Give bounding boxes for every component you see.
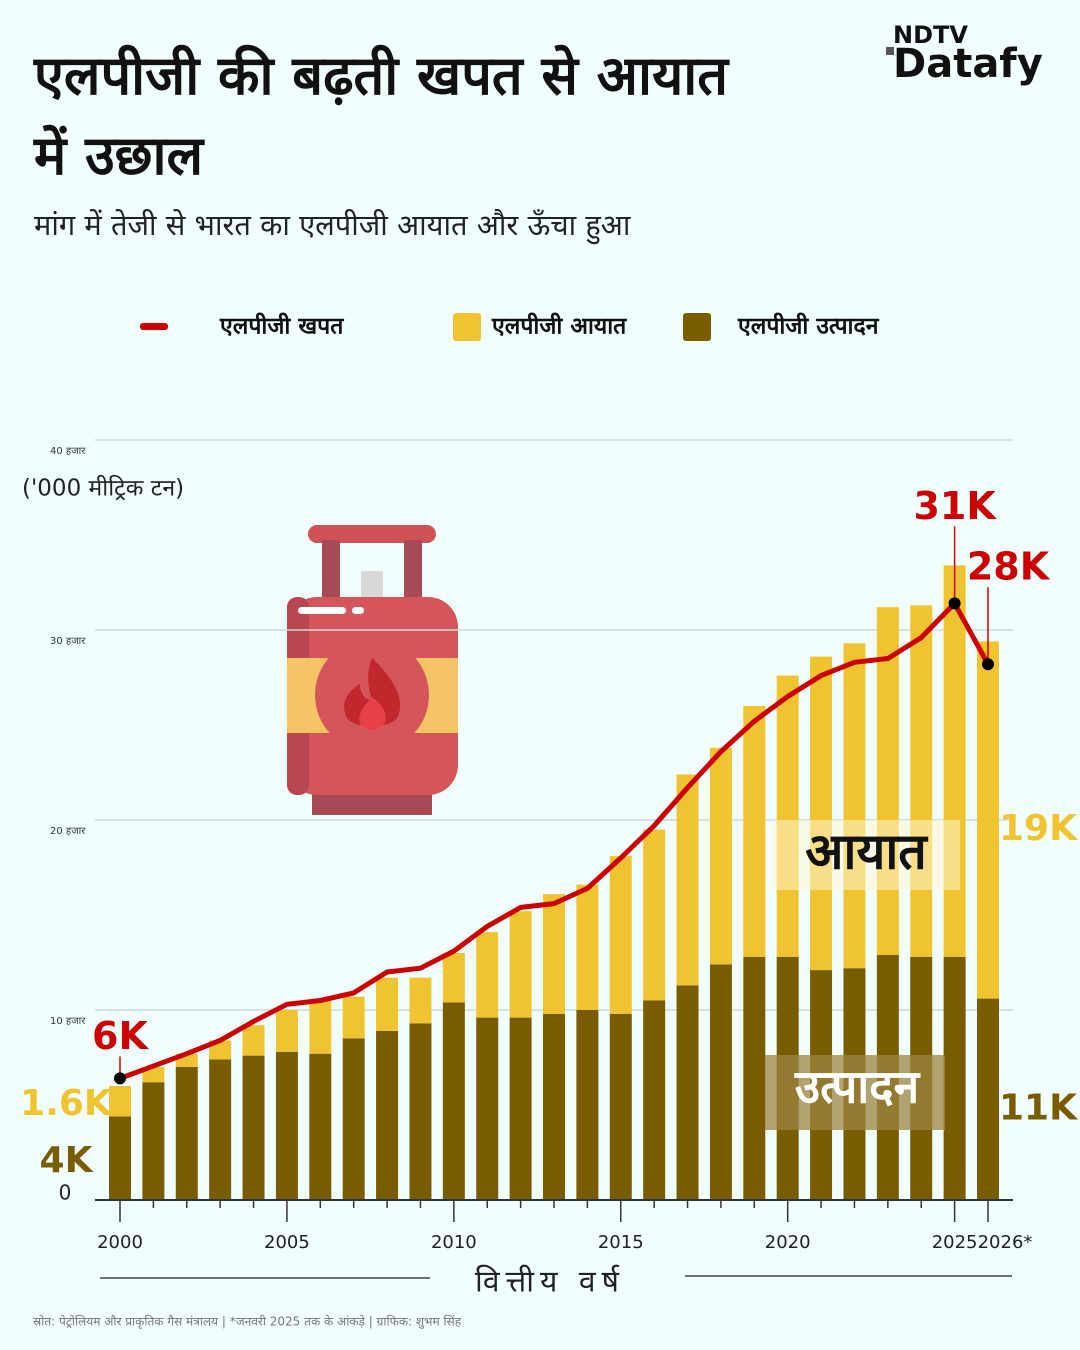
bar	[442, 1002, 465, 1200]
bar	[109, 1116, 131, 1200]
x-tick-label: 2026*	[978, 1232, 1033, 1253]
point	[114, 1072, 126, 1085]
cyl-handle	[308, 525, 436, 543]
bar	[142, 1067, 165, 1083]
x-axis-title: वित्तीय वर्ष	[475, 1265, 625, 1300]
bar	[242, 1025, 265, 1056]
value-label: 31K	[913, 484, 997, 528]
bar	[509, 911, 532, 1018]
legend-label: एलपीजी उत्पादन	[737, 312, 880, 340]
x-tick-label: 2025	[932, 1232, 978, 1253]
bar	[576, 1010, 599, 1200]
bar	[376, 977, 399, 1031]
y-tick-label: 10 हजार	[50, 1016, 86, 1027]
x-tick-label: 2010	[431, 1232, 477, 1253]
cyl-post	[322, 540, 340, 600]
annotation: आयात	[805, 823, 928, 881]
cyl-highlight	[352, 607, 364, 614]
value-label: 6K	[92, 1014, 149, 1058]
bar	[609, 856, 632, 1014]
bar	[209, 1059, 232, 1200]
cyl-flame-inner	[359, 697, 386, 730]
bar	[743, 706, 766, 957]
bar	[709, 964, 732, 1200]
bar	[275, 1010, 298, 1052]
bar	[776, 675, 799, 957]
bar	[442, 953, 465, 1003]
bar	[843, 643, 866, 969]
x-tick-label: 2015	[598, 1232, 644, 1253]
logo-datafy: Datafy	[893, 41, 1043, 87]
line	[119, 600, 991, 1081]
annotation-bg	[772, 820, 960, 890]
bar	[309, 1053, 332, 1200]
cyl-flame	[344, 658, 401, 727]
value-label: 4K	[40, 1140, 94, 1181]
bar	[643, 829, 666, 1001]
bar	[409, 977, 432, 1024]
point	[982, 658, 994, 671]
annotation: उत्पादन	[794, 1060, 921, 1114]
bar	[910, 605, 933, 957]
bar	[810, 656, 833, 971]
bar	[543, 1013, 565, 1200]
logo-ndtv: NDTV	[893, 21, 968, 49]
bar	[977, 998, 999, 1200]
bar	[676, 985, 699, 1200]
bar	[609, 1013, 632, 1200]
bar	[476, 932, 499, 1018]
annotation-bg	[765, 1055, 945, 1130]
x-tick-label: 2020	[765, 1232, 811, 1253]
legend-swatch	[683, 313, 711, 341]
cyl-highlight	[298, 607, 346, 614]
y-axis-label: ('000 मीट्रिक टन)	[22, 475, 184, 502]
bar	[109, 1086, 131, 1117]
bar	[342, 1038, 365, 1200]
y-tick-label: 30 हजार	[50, 636, 86, 647]
cyl-post	[404, 540, 422, 600]
bar	[275, 1051, 298, 1200]
legend-label: एलपीजी खपत	[219, 312, 344, 340]
legend-label: एलपीजी आयात	[491, 312, 627, 340]
bar	[943, 956, 966, 1200]
bar	[643, 1000, 666, 1200]
bar	[743, 956, 766, 1200]
source: स्रोत: पेट्रोलियम और प्राकृतिक गैस मंत्र…	[33, 1315, 462, 1330]
bar	[576, 884, 599, 1010]
value-label: 28K	[967, 545, 1051, 589]
y-tick-label: 20 हजार	[50, 826, 86, 837]
y-tick-label: 0	[59, 1181, 72, 1205]
value-label: 19K	[999, 808, 1078, 849]
bar	[676, 774, 699, 986]
bar	[709, 747, 732, 965]
cyl-valve	[361, 571, 383, 601]
x-tick-label: 2000	[97, 1232, 143, 1253]
logo: NDTV Datafy	[886, 21, 1043, 87]
bar	[175, 1067, 198, 1200]
y-tick-label: 40 हजार	[50, 446, 86, 457]
bar	[409, 1023, 432, 1200]
bar	[543, 894, 565, 1014]
legend-swatch	[453, 313, 481, 341]
legend-swatch	[140, 323, 168, 330]
cylinder-illustration	[287, 525, 458, 815]
bar	[242, 1055, 265, 1200]
subtitle: मांग में तेजी से भारत का एलपीजी आयात और …	[34, 208, 631, 242]
value-label: 1.6K	[20, 1083, 113, 1124]
bar	[943, 565, 966, 957]
x-tick-label: 2005	[264, 1232, 310, 1253]
bar	[977, 641, 999, 999]
logo-dot	[886, 47, 894, 55]
title: एलपीजी की बढ़ती खपत से आयात में उछाल	[34, 44, 729, 187]
bar	[476, 1017, 499, 1200]
bar	[142, 1082, 165, 1200]
bar	[342, 996, 365, 1039]
value-label: 11K	[999, 1087, 1078, 1128]
bar	[309, 1000, 332, 1054]
bar	[376, 1030, 399, 1200]
point	[948, 597, 961, 610]
bar	[509, 1017, 532, 1200]
